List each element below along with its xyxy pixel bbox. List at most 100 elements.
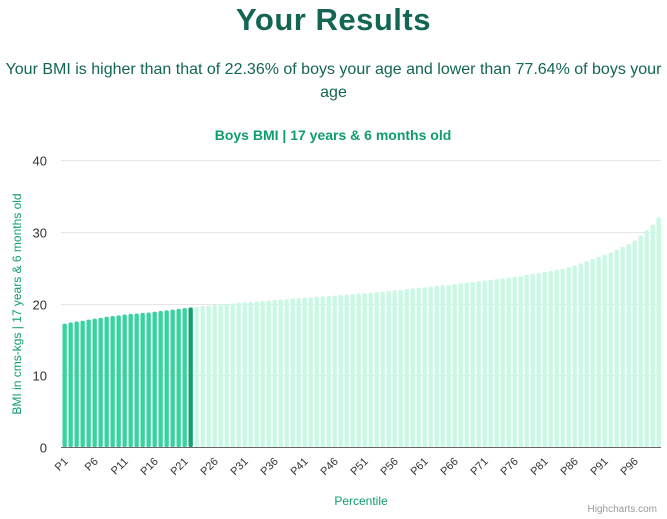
bar-p38[interactable] <box>284 299 289 447</box>
bar-p47[interactable] <box>338 294 343 447</box>
bar-p83[interactable] <box>554 269 559 447</box>
bar-p87[interactable] <box>578 263 583 447</box>
bar-p68[interactable] <box>464 282 469 447</box>
bar-p41[interactable] <box>302 297 307 447</box>
bar-p66[interactable] <box>452 284 457 447</box>
bar-p45[interactable] <box>326 295 331 447</box>
bar-p79[interactable] <box>530 274 535 447</box>
bar-p98[interactable] <box>644 230 649 447</box>
bar-p91[interactable] <box>602 254 607 447</box>
bar-p63[interactable] <box>434 285 439 447</box>
bar-p37[interactable] <box>278 299 283 447</box>
bar-p27[interactable] <box>218 304 223 447</box>
bar-p28[interactable] <box>224 303 229 447</box>
bar-p39[interactable] <box>290 298 295 447</box>
bar-p34[interactable] <box>260 300 265 447</box>
bar-p75[interactable] <box>506 277 511 447</box>
bar-p15[interactable] <box>146 312 151 447</box>
bar-p55[interactable] <box>386 290 391 447</box>
bar-p65[interactable] <box>446 284 451 447</box>
bar-p18[interactable] <box>164 310 169 447</box>
bar-p10[interactable] <box>116 315 121 447</box>
bar-p85[interactable] <box>566 267 571 447</box>
bar-p25[interactable] <box>206 305 211 447</box>
bar-p78[interactable] <box>524 274 529 447</box>
bar-p92[interactable] <box>608 252 613 447</box>
bar-p74[interactable] <box>500 278 505 447</box>
bar-p90[interactable] <box>596 256 601 447</box>
bar-p73[interactable] <box>494 279 499 447</box>
bar-p94[interactable] <box>620 246 625 447</box>
bar-p9[interactable] <box>110 316 115 447</box>
bar-p70[interactable] <box>476 281 481 447</box>
bar-p31[interactable] <box>242 302 247 447</box>
bar-p4[interactable] <box>80 320 85 447</box>
bar-p20[interactable] <box>176 308 181 447</box>
bar-p16[interactable] <box>152 311 157 447</box>
bar-p60[interactable] <box>416 287 421 447</box>
bar-p71[interactable] <box>482 280 487 447</box>
bar-p5[interactable] <box>86 319 91 447</box>
bar-p58[interactable] <box>404 289 409 447</box>
bar-p24[interactable] <box>200 306 205 447</box>
bar-p36[interactable] <box>272 299 277 447</box>
bar-p100[interactable] <box>656 217 661 447</box>
bar-p40[interactable] <box>296 298 301 447</box>
bar-p52[interactable] <box>368 292 373 447</box>
bar-p61[interactable] <box>422 287 427 447</box>
bar-p30[interactable] <box>236 302 241 447</box>
bar-p54[interactable] <box>380 291 385 447</box>
bar-p77[interactable] <box>518 275 523 447</box>
bar-p67[interactable] <box>458 283 463 447</box>
bar-p57[interactable] <box>398 289 403 447</box>
bar-p13[interactable] <box>134 313 139 447</box>
bar-p1[interactable] <box>62 323 67 447</box>
bar-p17[interactable] <box>158 311 163 447</box>
bar-p19[interactable] <box>170 309 175 447</box>
bar-p93[interactable] <box>614 249 619 447</box>
bar-p49[interactable] <box>350 294 355 447</box>
bar-p7[interactable] <box>98 317 103 447</box>
bar-p11[interactable] <box>122 314 127 447</box>
bar-p97[interactable] <box>638 235 643 447</box>
bar-p46[interactable] <box>332 295 337 447</box>
bar-p95[interactable] <box>626 243 631 447</box>
bar-p2[interactable] <box>68 322 73 447</box>
bar-p72[interactable] <box>488 279 493 447</box>
bar-p48[interactable] <box>344 294 349 447</box>
bar-p56[interactable] <box>392 290 397 447</box>
bar-p43[interactable] <box>314 296 319 447</box>
bar-p22[interactable] <box>188 307 193 447</box>
bar-p14[interactable] <box>140 312 145 447</box>
bar-p76[interactable] <box>512 276 517 447</box>
bar-p59[interactable] <box>410 288 415 447</box>
bar-p69[interactable] <box>470 281 475 447</box>
bar-p21[interactable] <box>182 308 187 447</box>
bar-p12[interactable] <box>128 313 133 447</box>
bar-p23[interactable] <box>194 306 199 447</box>
bar-p8[interactable] <box>104 316 109 447</box>
bar-p89[interactable] <box>590 259 595 447</box>
bar-p99[interactable] <box>650 224 655 447</box>
chart-credit[interactable]: Highcharts.com <box>587 504 657 515</box>
bar-p42[interactable] <box>308 297 313 447</box>
bar-p53[interactable] <box>374 292 379 447</box>
bar-p82[interactable] <box>548 270 553 447</box>
bar-p35[interactable] <box>266 300 271 447</box>
bar-p80[interactable] <box>536 273 541 447</box>
bar-p33[interactable] <box>254 301 259 447</box>
bar-p50[interactable] <box>356 293 361 447</box>
bar-p88[interactable] <box>584 261 589 447</box>
bar-p6[interactable] <box>92 318 97 447</box>
bar-p29[interactable] <box>230 303 235 448</box>
bar-p51[interactable] <box>362 293 367 447</box>
bar-p26[interactable] <box>212 304 217 447</box>
bar-p96[interactable] <box>632 240 637 447</box>
bar-p44[interactable] <box>320 296 325 447</box>
bar-p64[interactable] <box>440 285 445 447</box>
bar-p3[interactable] <box>74 321 79 447</box>
bar-p32[interactable] <box>248 302 253 447</box>
bar-p84[interactable] <box>560 268 565 447</box>
bar-p86[interactable] <box>572 265 577 447</box>
bar-p81[interactable] <box>542 271 547 447</box>
